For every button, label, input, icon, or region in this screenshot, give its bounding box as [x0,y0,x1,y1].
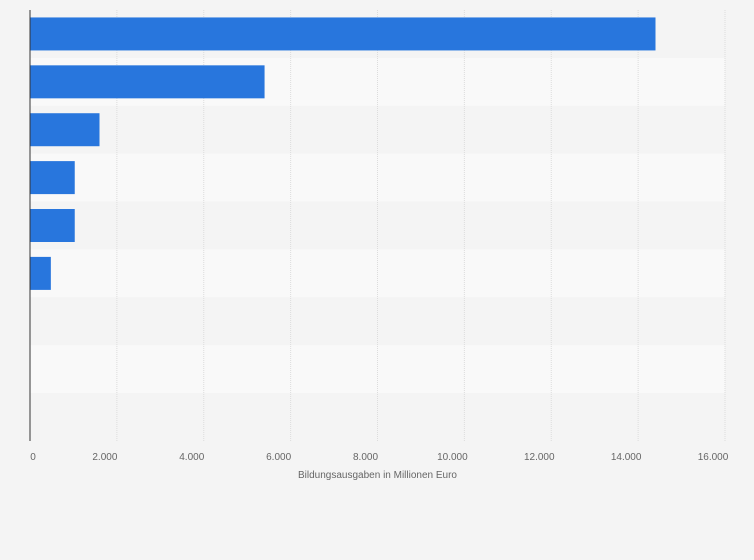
bar[interactable] [30,113,100,147]
x-tick-label: 14.000 [611,452,642,463]
plot-row-band [30,297,725,346]
x-tick-labels: 0 2.000 4.000 6.000 8.000 10.000 12.000 14.000 1… [30,452,729,463]
plot-row-bands [30,10,725,441]
x-axis-title: Bildungsausgaben in Millionen Euro [298,470,457,481]
plot-row-band [30,153,725,202]
plot-row-band [30,105,725,154]
bar[interactable] [30,17,656,51]
x-tick-label: 2.000 [92,452,117,463]
x-tick-label: 12.000 [524,452,555,463]
plot-row-band [30,393,725,441]
bar[interactable] [30,161,75,195]
x-tick-label: 6.000 [266,452,291,463]
plot-row-band [30,249,725,298]
bars [30,17,656,290]
bar[interactable] [30,209,75,242]
x-tick-label: 0 [30,452,36,463]
x-tick-label: 4.000 [179,452,204,463]
x-tick-label: 10.000 [437,452,468,463]
x-tick-label: 16.000 [698,452,729,463]
plot-row-band [30,345,725,394]
x-tick-label: 8.000 [353,452,378,463]
plot-row-band [30,201,725,250]
bar[interactable] [30,65,265,99]
bar[interactable] [30,256,51,290]
